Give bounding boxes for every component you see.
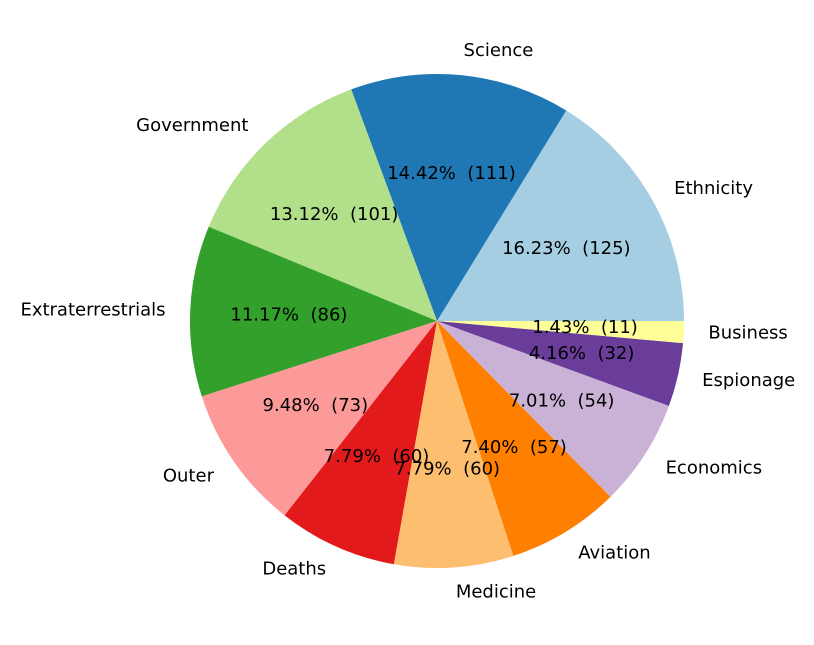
pie-label-extraterrestrials: Extraterrestrials — [20, 299, 165, 320]
pie-slice-aviation — [437, 321, 611, 556]
pie-percent-government: 13.12% (101) — [270, 204, 398, 225]
pie-percent-extraterrestrials: 11.17% (86) — [230, 304, 347, 325]
pie-slice-outer — [201, 321, 437, 516]
pie-slice-medicine — [393, 321, 514, 569]
pie-percent-labels: 16.23% (125) 14.42% (111) 13.12% (101) 11.1… — [230, 163, 637, 479]
pie-slice-deaths — [284, 321, 437, 565]
pie-percent-ethnicity: 16.23% (125) — [502, 238, 630, 259]
pie-label-deaths: Deaths — [262, 559, 326, 580]
pie-percent-outer: 9.48% (73) — [263, 395, 369, 416]
pie-percent-medicine: 7.79% (60) — [394, 458, 500, 479]
pie-percent-business: 1.43% (11) — [532, 317, 638, 338]
pie-label-aviation: Aviation — [578, 543, 650, 564]
pie-label-economics: Economics — [666, 457, 763, 478]
pie-label-science: Science — [464, 40, 534, 61]
pie-slices — [190, 74, 684, 569]
pie-label-medicine: Medicine — [456, 582, 536, 603]
pie-label-government: Government — [136, 115, 248, 136]
pie-category-labels: Ethnicity Science Government Extraterrestri… — [20, 40, 795, 602]
pie-slice-economics — [437, 321, 669, 497]
pie-percent-deaths: 7.79% (60) — [324, 446, 430, 467]
pie-slice-ethnicity — [437, 110, 684, 321]
pie-slice-science — [351, 74, 567, 321]
pie-label-ethnicity: Ethnicity — [674, 178, 753, 199]
pie-percent-espionage: 4.16% (32) — [529, 343, 635, 364]
pie-slice-government — [208, 89, 437, 322]
pie-percent-science: 14.42% (111) — [387, 163, 515, 184]
pie-percent-economics: 7.01% (54) — [509, 391, 615, 412]
pie-slice-espionage — [437, 321, 684, 406]
pie-slice-extraterrestrials — [190, 226, 437, 397]
pie-percent-aviation: 7.40% (57) — [461, 437, 567, 458]
pie-label-business: Business — [708, 323, 787, 344]
pie-label-espionage: Espionage — [702, 370, 795, 391]
pie-slice-business — [437, 321, 684, 344]
pie-label-outer: Outer — [163, 466, 215, 487]
